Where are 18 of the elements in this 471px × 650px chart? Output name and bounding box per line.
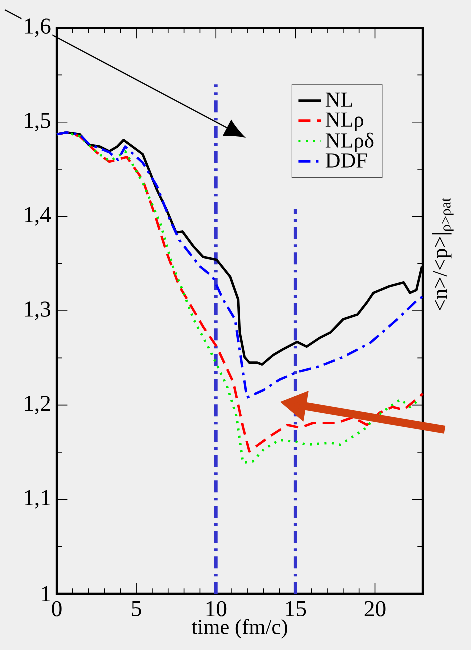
x-tick-label: 0 xyxy=(52,601,62,617)
y-tick-label: 1,2 xyxy=(25,396,50,415)
x-tick-label: 5 xyxy=(132,601,142,616)
x-tick-label: 10 xyxy=(206,601,227,617)
x-tick-label: 20 xyxy=(364,601,386,617)
y-tick-label: 1,5 xyxy=(25,113,51,132)
y-tick-label: 1,1 xyxy=(25,490,50,509)
y-tick-label: 1 xyxy=(42,586,50,602)
legend-label: DDF xyxy=(326,154,368,168)
y-tick-label: 1,3 xyxy=(25,302,51,320)
x-tick-label: 15 xyxy=(286,601,306,617)
legend-label: NLρ xyxy=(326,112,364,132)
y-axis-title: <n>/<p>|$_{ρ>ρat}$ xyxy=(432,198,454,311)
legend-label: NLρδ xyxy=(326,132,374,152)
y-tick-label: 1,4 xyxy=(25,207,52,226)
x-axis-title: time (fm/c) xyxy=(192,619,288,639)
legend-label: NL xyxy=(326,92,352,107)
y-tick-label: 1,6 xyxy=(25,18,51,38)
